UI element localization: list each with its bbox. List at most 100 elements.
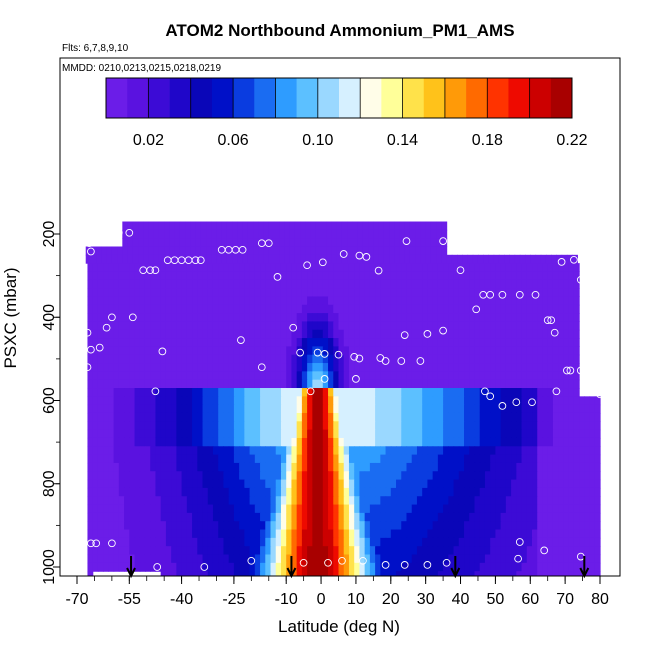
heatmap-cell — [307, 321, 313, 331]
heatmap-cell — [532, 571, 538, 576]
heatmap-cell — [411, 571, 418, 576]
heatmap-cell — [505, 296, 512, 306]
heatmap-cell — [202, 529, 209, 539]
heatmap-cell — [160, 504, 167, 514]
heatmap-cell — [291, 279, 298, 289]
colorbar-segment — [211, 78, 234, 118]
heatmap-cell — [354, 537, 361, 547]
heatmap-cell — [406, 562, 413, 572]
heatmap-cell — [317, 396, 324, 406]
heatmap-cell — [92, 396, 99, 406]
heatmap-cell — [333, 329, 340, 339]
heatmap-cell — [511, 529, 517, 539]
heatmap-cell — [378, 221, 385, 231]
heatmap-cell — [239, 338, 245, 347]
heatmap-cell — [495, 388, 502, 397]
heatmap-cell — [558, 279, 564, 289]
heatmap-cell — [150, 546, 157, 556]
heatmap-cell — [322, 546, 329, 556]
heatmap-cell — [169, 254, 176, 264]
heatmap-cell — [484, 454, 491, 464]
heatmap-cell — [280, 371, 287, 381]
heatmap-cell — [589, 529, 596, 539]
heatmap-cell — [124, 329, 130, 339]
heatmap-cell — [322, 437, 329, 447]
heatmap-cell — [443, 313, 449, 323]
heatmap-cell — [558, 396, 564, 406]
heatmap-cell — [511, 263, 517, 273]
heatmap-cell — [364, 263, 371, 273]
heatmap-cell — [432, 462, 439, 472]
heatmap-cell — [385, 388, 392, 397]
heatmap-cell — [532, 496, 538, 506]
heatmap-cell — [511, 462, 517, 472]
heatmap-cell — [218, 313, 225, 323]
heatmap-cell — [155, 429, 162, 439]
heatmap-cell — [312, 296, 319, 306]
heatmap-cell — [532, 371, 538, 381]
heatmap-cell — [547, 412, 554, 422]
heatmap-cell — [422, 462, 429, 472]
heatmap-cell — [594, 529, 601, 539]
heatmap-cell — [490, 346, 496, 356]
heatmap-cell — [521, 521, 528, 531]
heatmap-cell — [312, 388, 319, 397]
heatmap-cell — [165, 529, 172, 539]
heatmap-cell — [558, 421, 564, 431]
heatmap-cell — [322, 271, 329, 281]
heatmap-cell — [176, 429, 183, 439]
heatmap-cell — [380, 571, 387, 576]
heatmap-cell — [134, 363, 141, 372]
heatmap-cell — [432, 263, 439, 273]
heatmap-cell — [479, 437, 486, 447]
heatmap-cell — [383, 254, 390, 264]
heatmap-cell — [328, 371, 334, 381]
heatmap-cell — [307, 296, 313, 306]
heatmap-cell — [516, 371, 523, 381]
heatmap-cell — [317, 462, 324, 472]
heatmap-cell — [390, 571, 397, 576]
heatmap-cell — [113, 279, 120, 289]
colorbar-segment — [254, 78, 276, 118]
heatmap-cell — [301, 354, 308, 364]
heatmap-cell — [197, 462, 204, 472]
heatmap-cell — [427, 471, 434, 481]
heatmap-cell — [348, 554, 355, 564]
heatmap-cell — [317, 521, 324, 531]
heatmap-cell — [92, 288, 99, 298]
heatmap-cell — [369, 396, 376, 406]
heatmap-cell — [176, 462, 183, 472]
heatmap-cell — [249, 496, 256, 506]
heatmap-cell — [275, 571, 282, 576]
heatmap-cell — [108, 296, 115, 306]
heatmap-cell — [348, 346, 355, 356]
heatmap-cell — [422, 296, 429, 306]
heatmap-cell — [202, 388, 209, 397]
heatmap-cell — [348, 454, 355, 464]
heatmap-cell — [437, 529, 444, 539]
heatmap-cell — [181, 454, 188, 464]
heatmap-cell — [521, 487, 528, 497]
heatmap-cell — [416, 321, 423, 331]
heatmap-cell — [458, 479, 465, 489]
sample-point — [87, 539, 95, 548]
heatmap-cell — [197, 504, 204, 514]
heatmap-cell — [348, 446, 355, 456]
heatmap-cell — [359, 446, 366, 456]
heatmap-cell — [103, 346, 109, 356]
heatmap-cell — [223, 304, 230, 314]
heatmap-cell — [411, 462, 418, 472]
heatmap-cell — [212, 263, 219, 273]
heatmap-cell — [237, 254, 244, 264]
heatmap-cell — [474, 504, 481, 514]
heatmap-cell — [594, 471, 601, 481]
heatmap-cell — [87, 396, 94, 406]
heatmap-cell — [469, 346, 476, 356]
heatmap-cell — [422, 288, 429, 298]
heatmap-cell — [511, 388, 517, 397]
heatmap-cell — [427, 263, 434, 273]
heatmap-cell — [448, 346, 455, 356]
heatmap-cell — [118, 304, 125, 314]
heatmap-cell — [542, 479, 549, 489]
heatmap-cell — [432, 487, 439, 497]
